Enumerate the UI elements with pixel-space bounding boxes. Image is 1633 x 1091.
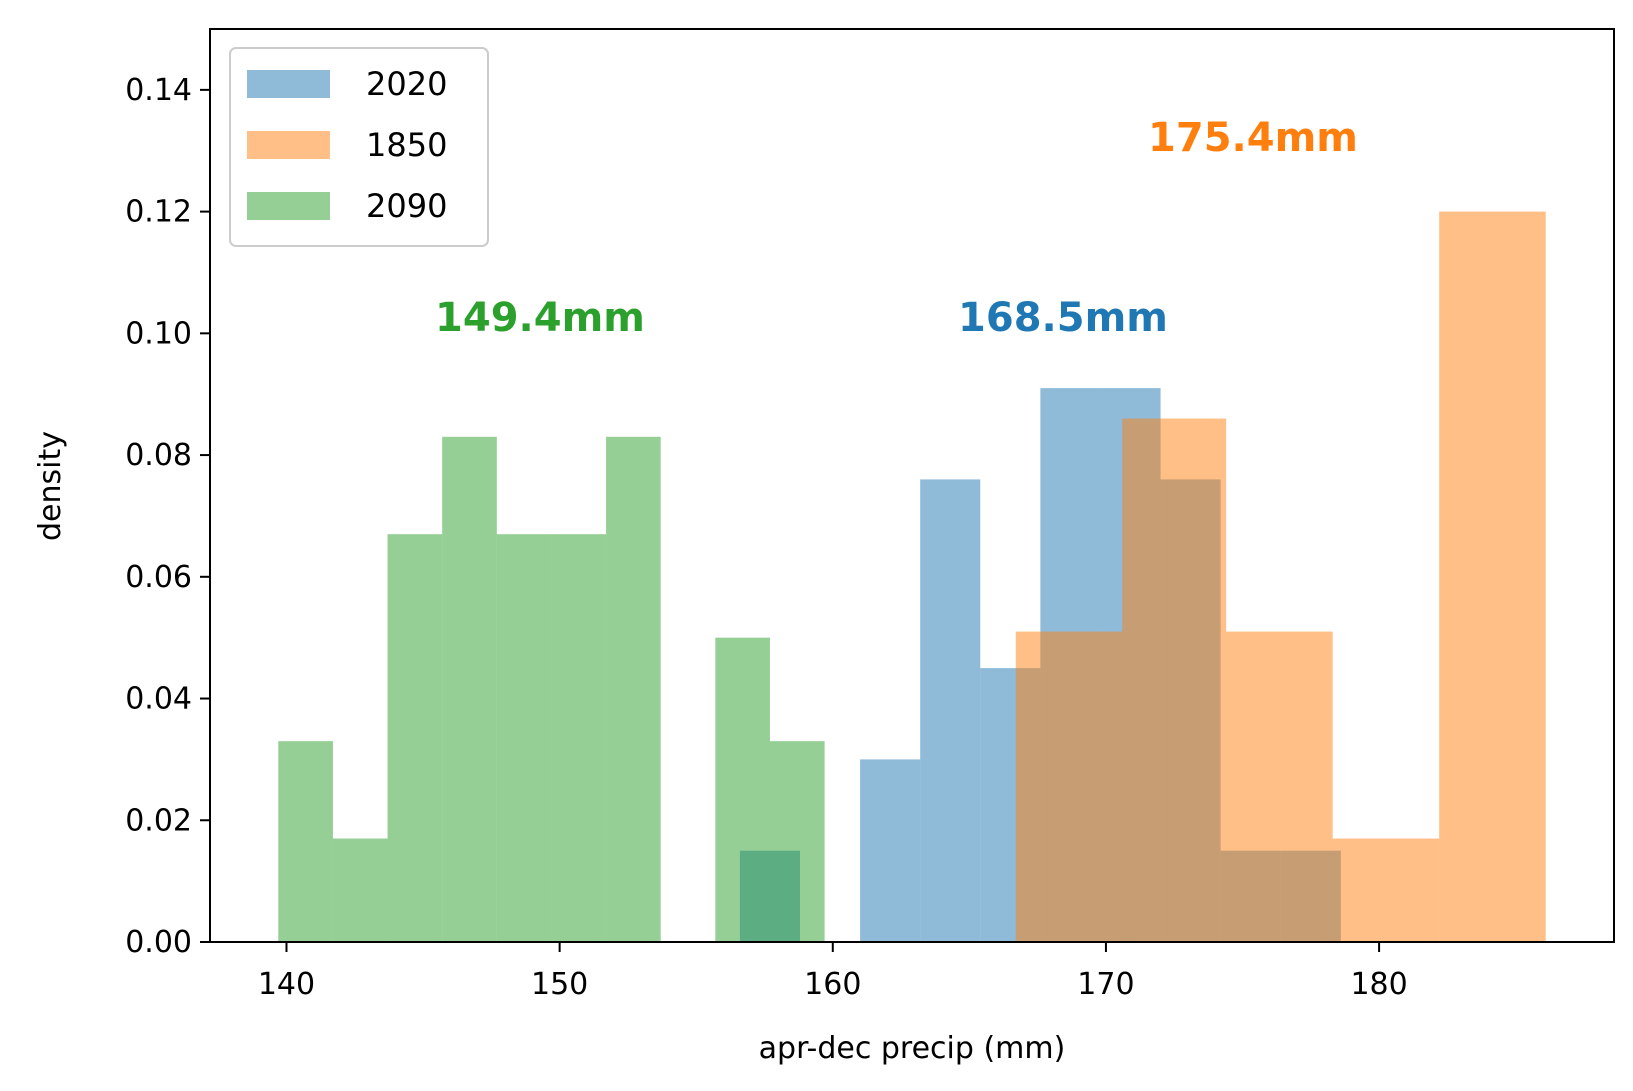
y-tick-label: 0.12 — [125, 195, 192, 230]
y-tick-label: 0.08 — [125, 438, 192, 473]
legend: 2020 1850 2090 — [229, 47, 489, 247]
x-tick-label: 150 — [531, 967, 588, 1002]
x-tick-label: 170 — [1077, 967, 1134, 1002]
x-tick-label: 140 — [258, 967, 315, 1002]
bar-1850-3 — [1332, 838, 1440, 942]
bar-2090-0 — [278, 741, 333, 942]
bar-2090-2 — [387, 534, 443, 942]
y-tick-label: 0.04 — [125, 682, 192, 717]
bar-1850-1 — [1122, 418, 1227, 942]
plot-frame — [209, 28, 1615, 943]
bars-layer — [278, 211, 1546, 943]
legend-label-2090: 2090 — [366, 187, 447, 225]
y-tick-label: 0.00 — [125, 925, 192, 960]
mean-annotations: 168.5mm 175.4mm 149.4mm — [435, 115, 1358, 341]
bar-2090-1 — [332, 838, 388, 942]
bar-2020-3 — [920, 479, 981, 942]
legend-swatch-2090 — [247, 192, 330, 220]
bar-2090-3 — [442, 436, 497, 942]
x-axis-label: apr-dec precip (mm) — [759, 1031, 1066, 1066]
legend-label-2020: 2020 — [366, 65, 447, 103]
y-tick-label: 0.06 — [125, 560, 192, 595]
x-axis: 140 150 160 170 180 — [258, 942, 1408, 1002]
y-tick-label: 0.14 — [125, 73, 192, 108]
legend-swatch-1850 — [247, 131, 330, 159]
mean-label-1850: 175.4mm — [1148, 115, 1358, 161]
bar-2090-4 — [496, 534, 552, 942]
bar-2090-8 — [715, 637, 770, 942]
bar-2090-5 — [551, 534, 607, 942]
legend-swatch-2020 — [247, 70, 330, 98]
y-tick-label: 0.10 — [125, 316, 192, 351]
bar-1850-4 — [1439, 211, 1546, 943]
bar-1850-0 — [1015, 631, 1123, 942]
x-tick-label: 160 — [804, 967, 861, 1002]
bar-2090-9 — [769, 741, 825, 942]
y-tick-label: 0.02 — [125, 803, 192, 838]
x-tick-label: 180 — [1350, 967, 1407, 1002]
bar-1850-2 — [1226, 631, 1333, 942]
bar-2090-6 — [606, 436, 661, 942]
mean-label-2020: 168.5mm — [958, 295, 1168, 341]
bar-2020-2 — [860, 759, 921, 942]
legend-label-1850: 1850 — [366, 126, 447, 164]
y-axis-label: density — [33, 431, 68, 541]
mean-label-2090: 149.4mm — [435, 295, 645, 341]
y-axis: 0.00 0.02 0.04 0.06 0.08 0.10 0.12 0.14 — [125, 73, 210, 960]
